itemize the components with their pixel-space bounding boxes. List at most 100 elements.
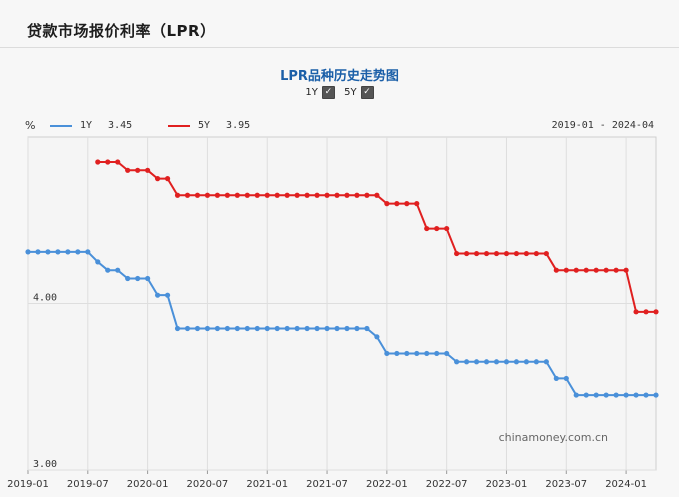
data-point-5y (154, 176, 161, 182)
x-tick-label: 2024-01 (605, 479, 647, 490)
data-point-1y (414, 350, 420, 357)
data-point-1y (184, 325, 191, 332)
chart-title: LPR品种历史走势图 (280, 69, 399, 84)
data-point-5y (125, 167, 131, 173)
data-point-5y (234, 192, 240, 198)
data-point-5y (204, 192, 211, 198)
data-point-1y (115, 267, 121, 273)
data-point-1y (394, 350, 400, 357)
data-point-1y (314, 325, 320, 332)
data-point-5y (613, 267, 619, 273)
checkbox-1y-icon[interactable]: ✓ (321, 86, 335, 99)
data-point-5y (404, 201, 410, 207)
data-point-5y (334, 192, 340, 198)
x-tick-label: 2022-07 (426, 479, 468, 490)
data-point-5y (593, 267, 599, 273)
data-point-5y (533, 250, 539, 257)
data-point-5y (184, 192, 191, 198)
x-tick-label: 2021-01 (246, 479, 288, 490)
legend-1y-name: 1Y (80, 120, 93, 131)
data-point-5y (214, 192, 220, 198)
x-tick-label: 2020-07 (187, 479, 229, 490)
y-tick-label: 4.00 (33, 293, 57, 304)
data-point-1y (593, 392, 599, 398)
data-point-5y (294, 192, 300, 198)
x-tick-label: 2023-07 (545, 479, 587, 490)
data-point-5y (424, 225, 430, 232)
data-point-1y (194, 325, 201, 332)
data-point-1y (334, 325, 340, 332)
data-point-1y (533, 359, 539, 365)
legend-1y[interactable]: 1Y 3.45 (50, 120, 132, 131)
data-point-1y (603, 392, 609, 398)
unit-label: % (25, 119, 36, 132)
toggle-1y[interactable]: 1Y ✓ (305, 86, 335, 99)
data-point-1y (164, 292, 171, 298)
data-point-1y (643, 392, 649, 398)
data-point-5y (543, 250, 549, 257)
data-point-5y (414, 201, 420, 207)
data-point-5y (164, 176, 171, 182)
data-point-1y (354, 325, 360, 332)
data-point-1y (65, 249, 71, 255)
data-point-1y (374, 334, 380, 340)
data-point-1y (95, 259, 101, 265)
data-point-5y (384, 201, 390, 207)
data-point-1y (473, 359, 480, 365)
legend-5y[interactable]: 5Y 3.95 (168, 120, 250, 131)
data-point-1y (483, 359, 490, 365)
x-tick-label: 2019-07 (67, 479, 109, 490)
data-point-1y (434, 350, 440, 357)
x-tick-label: 2021-07 (306, 479, 348, 490)
data-point-5y (444, 225, 450, 232)
data-point-1y (284, 325, 290, 332)
checkbox-5y-icon[interactable]: ✓ (360, 86, 374, 99)
legend-5y-swatch (168, 124, 190, 127)
data-point-1y (523, 359, 530, 365)
data-point-1y (75, 249, 81, 255)
data-point-5y (105, 159, 111, 165)
data-point-5y (633, 309, 639, 315)
data-point-1y (55, 249, 61, 255)
data-point-5y (264, 192, 270, 198)
data-point-1y (543, 359, 549, 365)
data-point-5y (513, 250, 520, 257)
data-point-1y (503, 359, 510, 365)
data-point-1y (404, 350, 410, 357)
legend-5y-value: 3.95 (226, 120, 251, 131)
data-point-5y (553, 267, 559, 273)
data-point-5y (653, 309, 659, 315)
data-point-1y (364, 325, 370, 332)
data-point-1y (105, 267, 111, 273)
data-point-1y (35, 249, 41, 255)
data-point-1y (214, 325, 220, 332)
data-point-5y (603, 267, 609, 273)
toggle-5y[interactable]: 5Y ✓ (344, 86, 374, 99)
data-point-5y (583, 267, 589, 273)
data-point-5y (523, 250, 530, 257)
series-toggles: 1Y ✓ 5Y ✓ (0, 86, 679, 99)
data-point-1y (613, 392, 619, 398)
data-point-1y (25, 249, 31, 255)
data-point-1y (324, 325, 330, 332)
data-point-1y (45, 249, 51, 255)
data-point-1y (633, 392, 639, 398)
data-point-5y (503, 250, 510, 257)
data-point-5y (344, 192, 350, 198)
x-tick-label: 2019-01 (7, 479, 49, 490)
legend-1y-swatch (50, 124, 72, 127)
data-point-5y (254, 192, 260, 198)
data-point-1y (344, 325, 350, 332)
data-point-1y (294, 325, 300, 332)
data-point-5y (483, 250, 490, 257)
data-point-1y (85, 249, 91, 255)
y-tick-label: 3.00 (33, 459, 57, 470)
data-point-1y (573, 392, 579, 398)
data-point-1y (653, 392, 659, 398)
data-point-5y (324, 192, 330, 198)
data-point-5y (394, 201, 400, 207)
watermark-text: chinamoney.com.cn (499, 431, 608, 444)
data-point-5y (374, 192, 380, 198)
